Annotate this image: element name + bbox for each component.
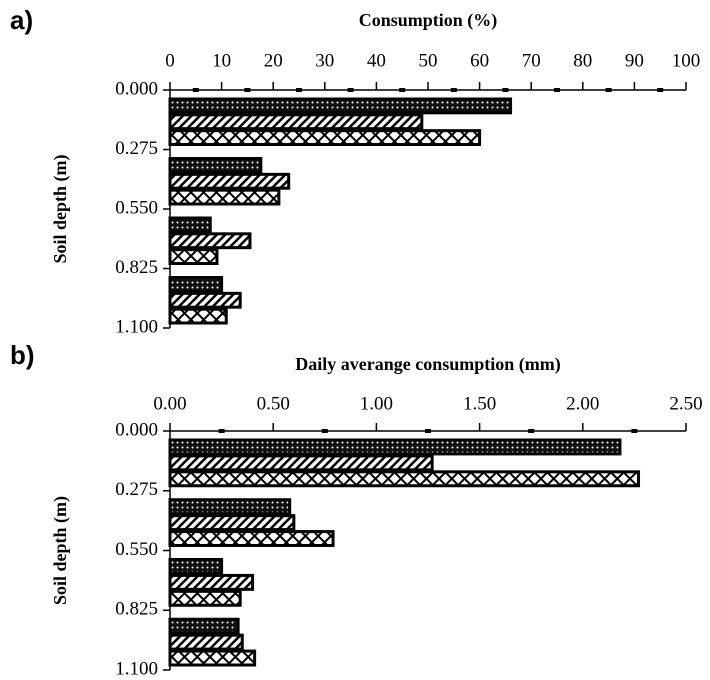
y-tick-label: 0.000 [115,419,158,440]
bar [168,216,212,234]
y-tick-label: 0.825 [115,599,158,620]
x-minor-tick [321,429,328,433]
x-axis-title: Daily averange consumption (mm) [295,354,560,375]
bar [168,291,242,309]
x-minor-tick [244,88,251,92]
x-tick-label: 2.50 [669,393,702,414]
y-axis-title: Soil depth (m) [50,496,71,605]
x-tick-label: 1.00 [360,393,393,414]
y-tick-label: 1.100 [115,658,158,679]
bar [168,307,228,325]
x-tick-label: 70 [522,50,541,71]
bar [168,514,296,532]
x-minor-tick [296,88,302,92]
y-tick-label: 0.550 [115,197,158,218]
bar [168,157,263,174]
x-tick-label: 80 [573,50,592,71]
bar [168,617,240,635]
x-minor-tick [631,429,638,433]
panel-label: a) [10,5,33,35]
x-minor-tick [502,88,509,92]
x-minor-tick [347,88,354,92]
y-axis-title: Soil depth (m) [50,154,71,263]
x-tick-label: 10 [212,50,231,71]
y-tick-label: 0.275 [115,479,158,500]
x-minor-tick [450,88,457,92]
x-axis-title: Consumption (%) [359,10,498,31]
y-tick-label: 0.825 [115,257,158,278]
x-minor-tick [554,88,560,92]
x-minor-tick [218,429,225,433]
x-tick-label: 50 [419,50,438,71]
bar [168,172,291,190]
x-tick-label: 60 [470,50,489,71]
x-tick-label: 1.50 [463,393,496,414]
y-tick-label: 0.550 [115,539,158,560]
y-tick-label: 0.000 [115,78,158,99]
bar [168,649,257,667]
x-tick-label: 40 [367,50,386,71]
x-minor-tick [528,429,535,433]
x-minor-tick [192,88,199,92]
x-minor-tick [399,88,406,92]
bar [168,530,335,547]
bar [168,129,482,147]
bar [168,454,434,472]
bar [168,470,641,488]
bar [168,276,224,293]
x-tick-label: 0.50 [257,393,290,414]
panel-label: b) [10,340,35,370]
x-minor-tick [605,88,612,92]
y-tick-label: 0.275 [115,138,158,159]
x-tick-label: 0 [165,50,175,71]
bar [168,97,513,115]
bar [168,113,424,131]
bar [168,498,292,516]
x-tick-label: 90 [625,50,644,71]
x-tick-label: 2.00 [566,393,599,414]
bar [168,188,281,206]
bar [168,633,244,651]
x-tick-label: 0.00 [153,393,186,414]
x-minor-tick [425,429,431,433]
bar [168,248,219,266]
bar [168,558,224,575]
bar [168,589,242,607]
x-tick-label: 30 [315,50,334,71]
y-tick-label: 1.100 [115,316,158,337]
bar [168,438,622,456]
x-tick-label: 100 [672,50,701,71]
x-tick-label: 20 [264,50,283,71]
bar [168,232,252,250]
bar [168,573,255,591]
x-minor-tick [657,88,664,92]
